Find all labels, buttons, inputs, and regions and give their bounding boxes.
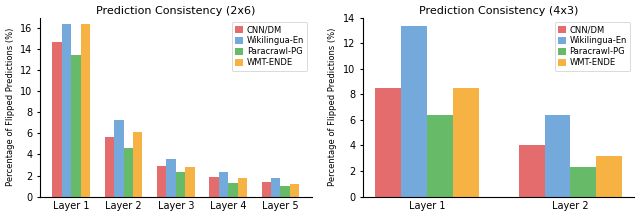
Bar [271,178,280,197]
Bar [219,172,228,197]
Bar [262,182,271,197]
Bar [427,115,452,197]
Bar [81,24,90,197]
Bar [519,145,545,197]
Bar [52,42,62,197]
Bar [105,137,114,197]
Bar [124,148,133,197]
Bar [570,167,596,197]
Bar [71,54,81,197]
Bar [228,183,237,197]
Bar [133,132,143,197]
Bar [62,24,71,197]
Legend: CNN/DM, Wikilingua-En, Paracrawl-PG, WMT-ENDE: CNN/DM, Wikilingua-En, Paracrawl-PG, WMT… [555,22,630,71]
Bar [237,178,247,197]
Legend: CNN/DM, Wikilingua-En, Paracrawl-PG, WMT-ENDE: CNN/DM, Wikilingua-En, Paracrawl-PG, WMT… [232,22,307,71]
Bar [114,120,124,197]
Bar [157,166,166,197]
Title: Prediction Consistency (4x3): Prediction Consistency (4x3) [419,6,579,16]
Y-axis label: Percentage of Flipped Predictions (%): Percentage of Flipped Predictions (%) [6,28,15,186]
Y-axis label: Percentage of Flipped Predictions (%): Percentage of Flipped Predictions (%) [328,28,337,186]
Bar [401,26,427,197]
Bar [176,172,186,197]
Bar [290,184,300,197]
Bar [186,167,195,197]
Bar [280,186,290,197]
Bar [375,88,401,197]
Title: Prediction Consistency (2x6): Prediction Consistency (2x6) [96,6,255,16]
Bar [209,177,219,197]
Bar [545,115,570,197]
Bar [166,159,176,197]
Bar [452,88,479,197]
Bar [596,156,622,197]
